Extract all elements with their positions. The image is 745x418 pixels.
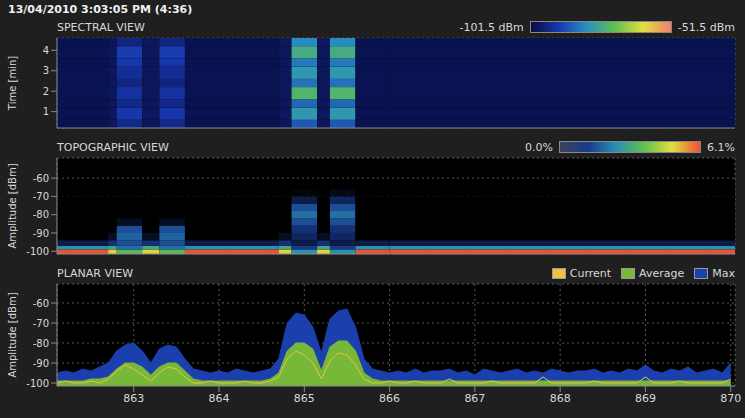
svg-text:870: 870 — [720, 392, 741, 405]
svg-text:-70: -70 — [33, 191, 49, 202]
svg-text:-60: -60 — [33, 298, 49, 309]
svg-text:864: 864 — [209, 392, 230, 405]
svg-text:-90: -90 — [33, 228, 49, 239]
svg-text:Amplitude [dBm]: Amplitude [dBm] — [7, 292, 18, 377]
svg-text:863: 863 — [123, 392, 144, 405]
svg-text:Amplitude [dBm]: Amplitude [dBm] — [7, 163, 18, 248]
svg-text:1: 1 — [43, 106, 49, 117]
html-text:-101.5 dBm: -101.5 dBm — [459, 20, 524, 34]
html-text:13/04/2010 3:03:05 PM (4:36): 13/04/2010 3:03:05 PM (4:36) — [8, 3, 193, 16]
html-text:0.0%: 0.0% — [525, 140, 553, 154]
svg-text:-80: -80 — [33, 338, 49, 349]
html-text:Average: Average — [639, 266, 685, 280]
html-text:SPECTRAL VIEW: SPECTRAL VIEW — [57, 20, 145, 34]
svg-text:865: 865 — [294, 392, 315, 405]
svg-text:4: 4 — [43, 45, 49, 56]
svg-text:-80: -80 — [33, 209, 49, 220]
svg-text:Time [min]: Time [min] — [7, 56, 18, 111]
svg-text:-90: -90 — [33, 358, 49, 369]
svg-text:868: 868 — [550, 392, 571, 405]
svg-text:869: 869 — [635, 392, 656, 405]
svg-text:866: 866 — [379, 392, 400, 405]
svg-text:2: 2 — [43, 86, 49, 97]
svg-text:-70: -70 — [33, 318, 49, 329]
html-text:Current: Current — [569, 266, 612, 280]
html-text:PLANAR VIEW: PLANAR VIEW — [57, 266, 133, 280]
svg-text:-100: -100 — [26, 246, 49, 257]
html-text:TOPOGRAPHIC VIEW: TOPOGRAPHIC VIEW — [57, 140, 169, 154]
svg-text:-100: -100 — [26, 378, 49, 389]
html-text:-51.5 dBm: -51.5 dBm — [677, 20, 735, 34]
svg-text:867: 867 — [464, 392, 485, 405]
html-text:Max: Max — [712, 266, 735, 280]
svg-text:3: 3 — [43, 65, 49, 76]
html-text:6.1%: 6.1% — [707, 140, 735, 154]
svg-text:-60: -60 — [33, 173, 49, 184]
